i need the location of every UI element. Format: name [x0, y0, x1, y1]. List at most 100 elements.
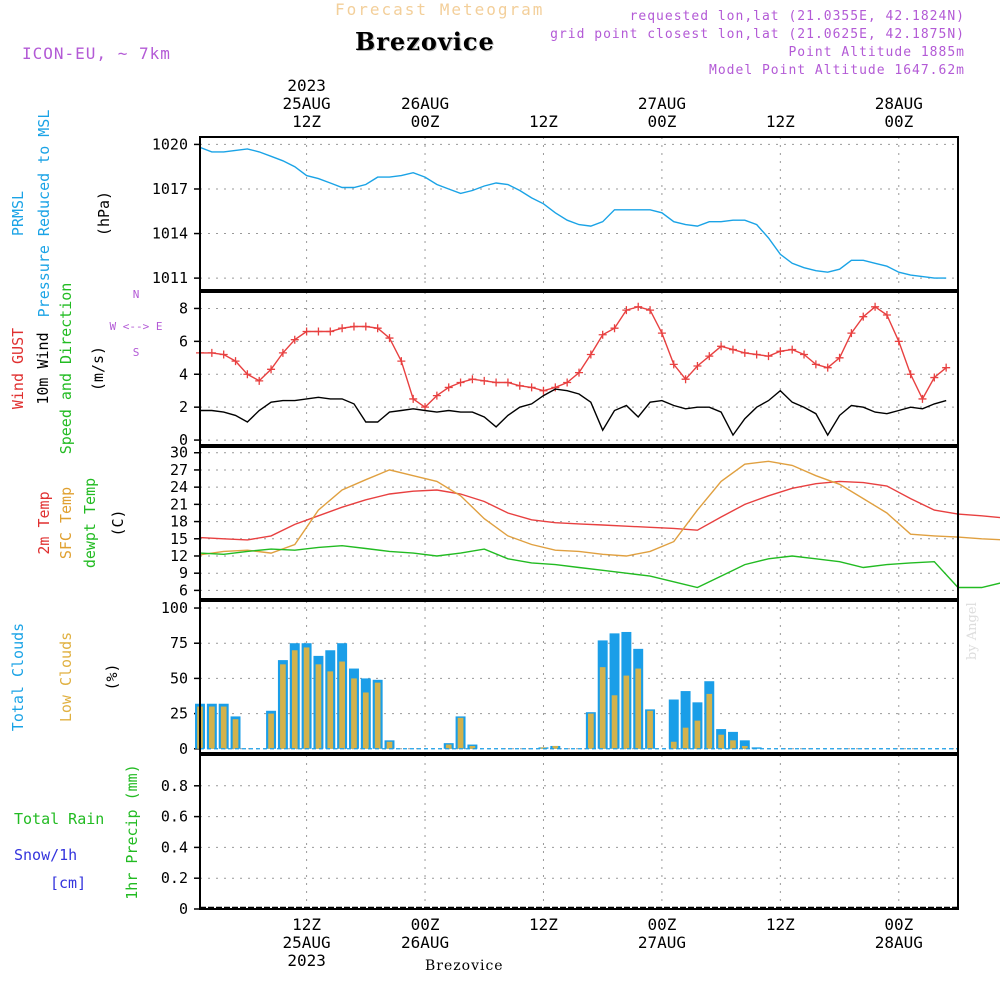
low-cloud-bar — [599, 667, 606, 749]
low-cloud-bar — [611, 695, 618, 749]
gust-marker — [397, 357, 406, 366]
legend-snow: Snow/1h — [14, 846, 77, 864]
top-time-label: 00Z — [884, 112, 913, 131]
panel-wind: 0 2 4 6 8 — [179, 291, 959, 449]
gust-marker — [219, 350, 228, 359]
gust-marker — [290, 335, 299, 344]
top-time-label: 26AUG — [401, 94, 449, 113]
low-cloud-bar — [280, 664, 286, 749]
gust-marker — [409, 394, 418, 403]
y-tick-label: 25 — [170, 705, 188, 723]
gust-marker — [906, 370, 915, 379]
gust-marker — [444, 383, 453, 392]
y-tick-label: 6 — [179, 332, 188, 350]
gust-marker — [231, 357, 240, 366]
gust-marker — [527, 383, 536, 392]
point-altitude: Point Altitude 1885m — [788, 45, 965, 60]
y-tick-label: 0.2 — [161, 869, 188, 887]
top-time-label: 25AUG — [283, 94, 331, 113]
model-name: ICON-EU, ~ 7km — [22, 44, 171, 63]
low-cloud-bar — [552, 745, 559, 749]
gust-marker — [894, 337, 903, 346]
gust-marker — [432, 391, 441, 400]
y-tick-label: 24 — [170, 478, 188, 496]
gust-marker — [610, 324, 619, 333]
gust-marker — [728, 345, 737, 354]
gust-marker — [255, 376, 264, 385]
low-cloud-bar — [362, 692, 369, 749]
y-tick-label: 0 — [179, 431, 188, 449]
top-time-label: 00Z — [411, 112, 440, 131]
product-title: Forecast Meteogram — [335, 0, 545, 19]
y-tick-label: 12 — [170, 547, 188, 565]
station-name: Brezovice — [355, 27, 495, 56]
low-cloud-bar — [670, 741, 677, 749]
requested-coords: requested lon,lat (21.0355E, 42.1824N) — [629, 9, 965, 24]
low-cloud-bar — [315, 664, 322, 749]
legend-snow-unit: [cm] — [50, 874, 86, 892]
gust-marker — [764, 352, 773, 361]
y-tick-label: 1014 — [152, 225, 188, 243]
y-tick-label: 30 — [170, 444, 188, 462]
low-cloud-bar — [588, 713, 594, 749]
low-cloud-bar — [706, 693, 713, 749]
gust-marker — [243, 370, 252, 379]
top-time-label: 12Z — [766, 112, 795, 131]
y-tick-label: 1011 — [152, 269, 188, 287]
gust-marker — [575, 368, 583, 377]
axis-label: Wind GUST — [9, 328, 27, 409]
gust-marker — [693, 362, 702, 371]
y-tick-label: 50 — [170, 669, 188, 687]
axis-label: Pressure Reduced to MSL — [35, 110, 53, 318]
top-time-label: 00Z — [647, 112, 676, 131]
gust-marker — [646, 306, 655, 315]
y-tick-label: 0.8 — [161, 777, 188, 795]
y-tick-label: 1017 — [152, 180, 188, 198]
total-cloud-bar — [739, 740, 750, 749]
gust-marker — [859, 312, 868, 321]
gust-marker — [930, 373, 939, 382]
gust-marker — [847, 329, 856, 338]
bottom-time-label: 12Z — [292, 915, 321, 934]
y-tick-label: 75 — [170, 634, 188, 652]
axis-label: (C) — [109, 509, 127, 536]
axis-label: Speed and Direction — [57, 283, 75, 455]
low-cloud-bar — [351, 678, 357, 749]
low-cloud-bar — [730, 740, 736, 749]
low-cloud-bar — [220, 706, 227, 749]
y-tick-label: 8 — [179, 299, 188, 317]
gust-marker — [835, 353, 844, 362]
gust-marker — [918, 394, 927, 403]
series-line-prmsl — [199, 146, 947, 279]
compass-we: W <--> E — [110, 320, 163, 333]
gust-marker — [480, 376, 489, 385]
gust-marker — [882, 311, 891, 320]
bottom-time-label: 12Z — [529, 915, 558, 934]
gust-marker — [634, 302, 643, 311]
top-time-label: 12Z — [529, 112, 558, 131]
y-tick-label: 0 — [179, 900, 188, 918]
y-tick-label: 4 — [179, 365, 188, 383]
gust-marker — [338, 324, 347, 333]
gust-marker — [942, 363, 951, 372]
compass-n: N — [133, 288, 140, 301]
gust-marker — [515, 381, 524, 390]
panel-pressure: 1011 1014 1017 1020 — [152, 135, 959, 291]
gust-marker — [267, 365, 276, 374]
y-tick-label: 27 — [170, 461, 188, 479]
gust-marker — [492, 378, 501, 387]
axis-label: 10m Wind — [34, 332, 52, 404]
y-tick-label: 15 — [170, 530, 188, 548]
gust-marker — [776, 347, 785, 356]
axis-label: (hPa) — [95, 191, 113, 236]
panel-clouds: 0 25 50 75 100 — [161, 599, 959, 758]
gust-marker — [871, 302, 880, 311]
low-cloud-bar — [386, 741, 393, 749]
gust-marker — [326, 327, 335, 336]
low-cloud-bar — [682, 727, 689, 749]
gust-marker — [349, 322, 358, 331]
y-tick-label: 18 — [170, 513, 188, 531]
low-cloud-bar — [327, 671, 334, 749]
bottom-time-label: 12Z — [766, 915, 795, 934]
